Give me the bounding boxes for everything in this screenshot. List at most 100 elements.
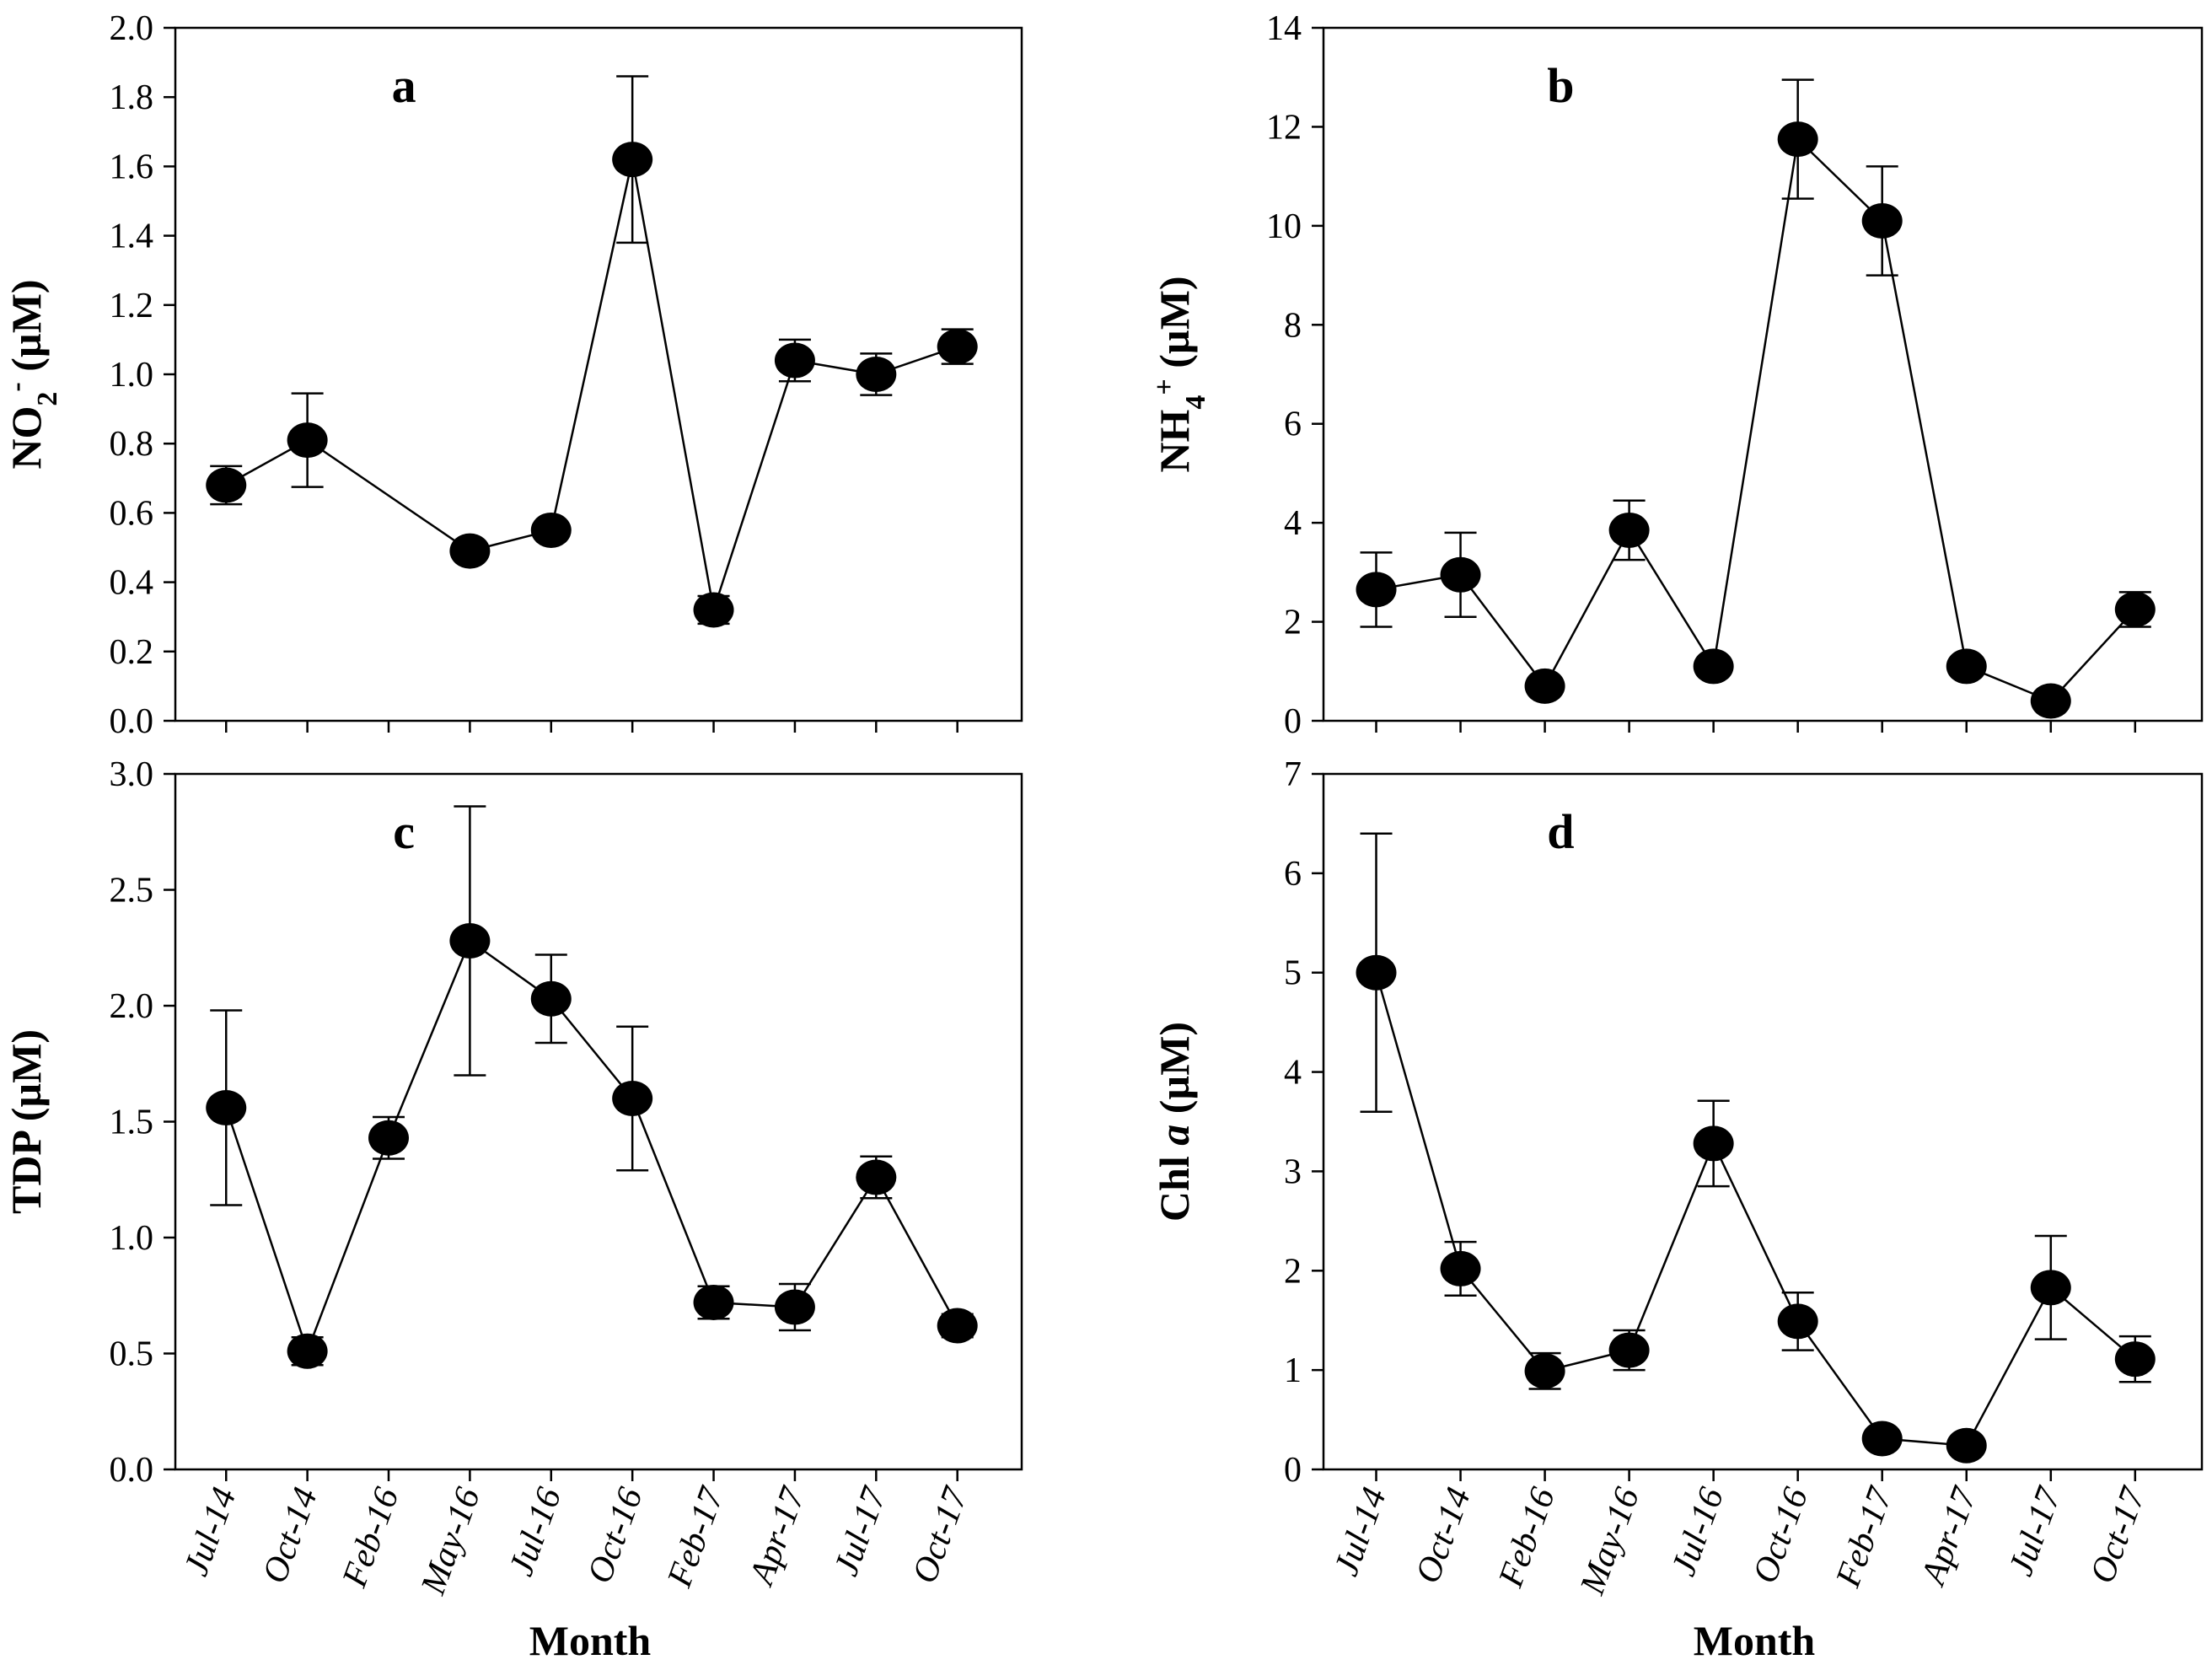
data-point (530, 980, 572, 1017)
data-point (206, 467, 247, 503)
y-tick-label: 1 (1284, 1351, 1302, 1390)
y-axis-label-sub: 2 (32, 392, 63, 406)
panel-letter: a (392, 58, 416, 113)
data-point (937, 329, 978, 365)
data-point (1777, 1303, 1818, 1340)
y-axis-label-main: Chl (1151, 1146, 1198, 1222)
plot-frame (1322, 772, 2204, 1471)
x-tick-label: Oct-17 (905, 1481, 976, 1588)
y-tick-label: 0.5 (110, 1335, 154, 1374)
series-line (225, 158, 958, 610)
x-tick-label: Feb-16 (335, 1483, 406, 1593)
panel-a: 0.0 0.2 0.4 0.6 0.8 1.0 1.2 1.4 1.6 1.8 2.0 a NO2- (… (1, 9, 1023, 741)
x-tick-label: Apr-17 (1913, 1481, 1984, 1592)
data-point (287, 422, 328, 459)
y-tick-label: 0 (1284, 1451, 1302, 1490)
y-tick-label: 1.5 (110, 1104, 154, 1142)
y-tick-label: 1.0 (110, 356, 154, 395)
y-tick-label: 2.5 (110, 872, 154, 910)
y-axis-label-sup: + (1149, 379, 1180, 395)
x-tick-label: Feb-16 (1491, 1483, 1563, 1593)
y-tick-label: 2 (1284, 1252, 1302, 1291)
data-point (612, 1081, 653, 1116)
y-tick-label: 6 (1284, 855, 1302, 894)
plot-frame (1322, 26, 2204, 722)
y-tick-label: 2 (1284, 604, 1302, 642)
data-point (1861, 202, 1903, 239)
y-axis-label-italic: a (1151, 1125, 1198, 1146)
data-point (856, 357, 897, 392)
y-tick-label: 2.0 (110, 987, 154, 1026)
data-point (449, 533, 491, 569)
x-tick-label: Jul-16 (502, 1483, 569, 1582)
y-tick-label: 0.0 (110, 702, 154, 741)
data-point (1356, 572, 1397, 608)
data-point (1440, 556, 1481, 593)
data-point (2114, 591, 2156, 627)
y-tick-label: 3 (1284, 1152, 1302, 1191)
y-tick-label: 1.2 (110, 287, 154, 325)
y-axis-label-sup: - (1, 382, 32, 391)
x-tick-label: Jul-16 (1664, 1483, 1731, 1582)
x-tick-label: Jul-17 (827, 1481, 895, 1581)
y-tick-label: 0 (1284, 702, 1302, 741)
data-point (1861, 1421, 1903, 1457)
x-tick-label: Oct-16 (1746, 1483, 1816, 1588)
data-point (1524, 668, 1565, 704)
y-tick-label: 1.0 (110, 1219, 154, 1258)
y-axis-label: TDP (µM) (3, 1029, 50, 1214)
y-tick-label: 14 (1266, 9, 1302, 48)
y-tick-label: 0.8 (110, 425, 154, 464)
y-axis-label-unit: (µM) (3, 1029, 50, 1132)
y-axis-label-main: TDP (3, 1131, 50, 1214)
y-tick-label: 1.8 (110, 78, 154, 117)
panel-letter: b (1547, 58, 1574, 113)
y-tick-label: 12 (1266, 108, 1302, 147)
x-tick-label: Oct-14 (255, 1483, 325, 1588)
y-tick-label: 4 (1284, 504, 1302, 543)
series-line (1375, 972, 2136, 1447)
data-point (774, 342, 815, 379)
y-tick-label: 0.2 (110, 633, 154, 672)
x-tick-label: Oct-17 (2083, 1481, 2154, 1588)
data-point (1356, 954, 1397, 991)
y-axis-label-sub: 4 (1180, 395, 1211, 410)
y-axis-label-unit: (µM) (1151, 276, 1198, 379)
series-line (1376, 137, 2136, 703)
y-tick-label: 2.0 (110, 9, 154, 48)
x-axis-label: Month (529, 1617, 652, 1664)
y-tick-label: 7 (1284, 755, 1302, 794)
x-tick-label: Jul-14 (177, 1483, 244, 1582)
data-point (1524, 1353, 1565, 1389)
y-tick-label: 0.0 (110, 1451, 154, 1490)
y-tick-label: 0.4 (110, 564, 154, 603)
y-tick-label: 5 (1284, 954, 1302, 993)
y-axis-label-main: NO (3, 406, 50, 470)
x-tick-label: Jul-17 (2001, 1481, 2070, 1581)
x-tick-label: Feb-17 (1828, 1481, 1901, 1593)
y-tick-label: 1.6 (110, 148, 154, 186)
data-point (1608, 512, 1650, 548)
y-tick-label: 8 (1284, 306, 1302, 345)
data-point (2030, 1270, 2071, 1306)
data-point (1777, 121, 1818, 158)
x-tick-label: Feb-17 (660, 1481, 733, 1593)
y-tick-label: 1.4 (110, 218, 154, 256)
data-point (693, 592, 734, 628)
x-tick-label: May-16 (1573, 1483, 1647, 1600)
data-point (937, 1308, 978, 1344)
y-axis-label-main: NH (1151, 409, 1198, 472)
y-axis-label: Chl a (µM) (1151, 1022, 1198, 1222)
data-point (693, 1285, 734, 1320)
y-axis-label-unit: (µM) (3, 279, 50, 382)
data-point (1946, 648, 1987, 685)
x-tick-label: Oct-14 (1409, 1483, 1479, 1588)
y-tick-label: 0.6 (110, 494, 154, 533)
y-tick-label: 10 (1266, 207, 1302, 246)
x-tick-label: May-16 (414, 1483, 488, 1600)
data-point (1440, 1250, 1481, 1286)
series-line (225, 939, 958, 1355)
